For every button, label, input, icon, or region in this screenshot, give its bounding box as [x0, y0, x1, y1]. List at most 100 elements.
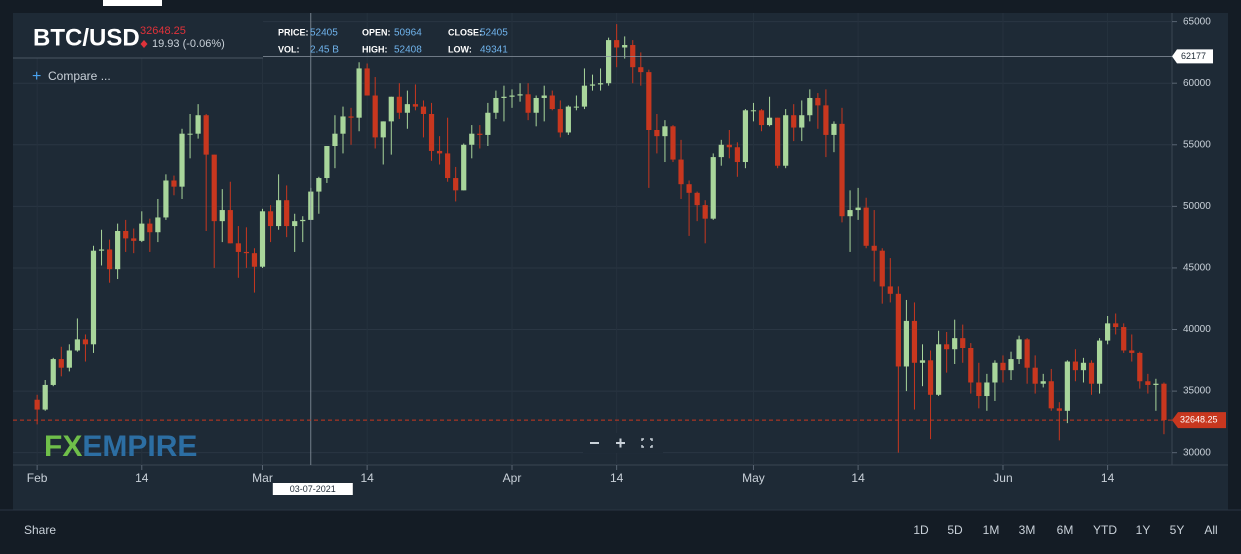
range-button[interactable]: YTD: [1093, 523, 1117, 537]
candle-body: [469, 133, 475, 145]
candle-body: [718, 144, 724, 158]
candle-body: [420, 106, 427, 114]
x-tick-label: 14: [1101, 471, 1115, 485]
info-label: LOW:: [448, 44, 472, 54]
range-button[interactable]: 3M: [1019, 523, 1036, 537]
candle-body: [292, 221, 298, 227]
candle-body: [267, 211, 274, 227]
candle-body: [638, 67, 644, 73]
candle-body: [895, 293, 901, 367]
last-price-box: [1172, 412, 1226, 429]
range-button[interactable]: 5D: [947, 523, 963, 537]
candle-body: [139, 223, 145, 241]
candle-body: [517, 94, 523, 96]
symbol: BTC/USD: [33, 24, 140, 51]
range-button[interactable]: 6M: [1057, 523, 1074, 537]
candle-body: [404, 104, 410, 113]
y-tick-label: 55000: [1183, 139, 1211, 150]
y-tick-label: 30000: [1183, 447, 1211, 458]
crosshair-price-box: [1172, 49, 1213, 64]
compare[interactable]: Compare ...: [48, 69, 111, 83]
candle-body: [927, 360, 934, 395]
crosshair-date-box: [272, 483, 353, 495]
candle-body: [783, 115, 789, 166]
candle-body: [815, 97, 821, 106]
x-tick-label: Mar: [252, 471, 273, 485]
candle-body: [726, 144, 732, 148]
candle-body: [1088, 362, 1095, 384]
candle-body: [605, 40, 612, 84]
candle-body: [702, 205, 708, 219]
range-button[interactable]: 1M: [983, 523, 1000, 537]
candle-body: [1105, 323, 1111, 341]
x-tick-label: 14: [135, 471, 149, 485]
candle-body: [622, 45, 628, 48]
range-buttons: 1D 5D 1M 3M 6M YTD 1Y 5Y All: [913, 523, 1217, 537]
candle-body: [396, 96, 402, 113]
candle-body: [686, 184, 692, 193]
candle-body: [1064, 361, 1070, 411]
candle-body: [300, 219, 306, 222]
candle-body: [646, 72, 652, 131]
candle-body: [412, 104, 419, 107]
change: 19.93 (-0.06%): [152, 38, 225, 50]
info-label: PRICE:: [278, 27, 309, 37]
candle-body: [171, 180, 177, 187]
candle-body: [388, 96, 394, 122]
candle-body: [203, 115, 209, 155]
candle-body: [485, 112, 491, 135]
plot-background: [13, 13, 1228, 510]
range-button[interactable]: 1D: [913, 523, 929, 537]
candle-body: [1024, 339, 1030, 368]
candle-body: [123, 230, 129, 239]
candle-body: [847, 210, 853, 217]
info-label: HIGH:: [362, 44, 388, 54]
candle-body: [106, 249, 113, 270]
candle-body: [710, 157, 716, 219]
overlay: 62177 03-07-2021 32648.25: [13, 13, 1226, 495]
candle-body: [935, 344, 942, 395]
crosshair-price: 62177: [1181, 51, 1206, 61]
candle-body: [1121, 327, 1127, 351]
candle-body: [1137, 352, 1143, 382]
candle-body: [734, 147, 740, 163]
candle-body: [992, 362, 998, 383]
candle-body: [1056, 408, 1062, 411]
range-button[interactable]: 5Y: [1170, 523, 1185, 537]
candle-body: [1129, 350, 1135, 353]
candle-body: [694, 192, 700, 206]
candle-body: [968, 347, 974, 383]
x-tick-label: May: [742, 471, 765, 485]
y-tick-label: 65000: [1183, 16, 1211, 27]
range-button[interactable]: 1Y: [1136, 523, 1151, 537]
candle-body: [211, 154, 217, 222]
candle-body: [662, 126, 668, 137]
candle-body: [98, 249, 105, 251]
last-price: 32648.25: [140, 25, 186, 37]
info-value: 52408: [394, 45, 422, 56]
candle-body: [911, 320, 918, 363]
fullscreen[interactable]: [641, 438, 653, 448]
candle-body: [82, 339, 89, 345]
candle-body: [589, 84, 596, 86]
candle-body: [348, 116, 354, 118]
candle-body: [557, 109, 563, 133]
share[interactable]: Share: [24, 523, 56, 537]
candle-body: [863, 207, 869, 246]
header-box: [13, 13, 263, 58]
candle-body: [243, 251, 250, 254]
candle-body: [340, 116, 346, 134]
top-tab: [103, 0, 162, 6]
candle-body: [750, 110, 757, 112]
compare-plus[interactable]: +: [32, 68, 41, 85]
candle-body: [501, 96, 507, 98]
x-tick-label: Jun: [993, 471, 1012, 485]
candle-body: [614, 40, 620, 48]
candle-body: [316, 178, 322, 192]
range-button[interactable]: All: [1204, 523, 1217, 537]
candle-body: [155, 217, 161, 233]
candle-body: [364, 68, 370, 96]
candle-body: [1096, 340, 1103, 384]
y-tick-label: 35000: [1183, 386, 1211, 397]
